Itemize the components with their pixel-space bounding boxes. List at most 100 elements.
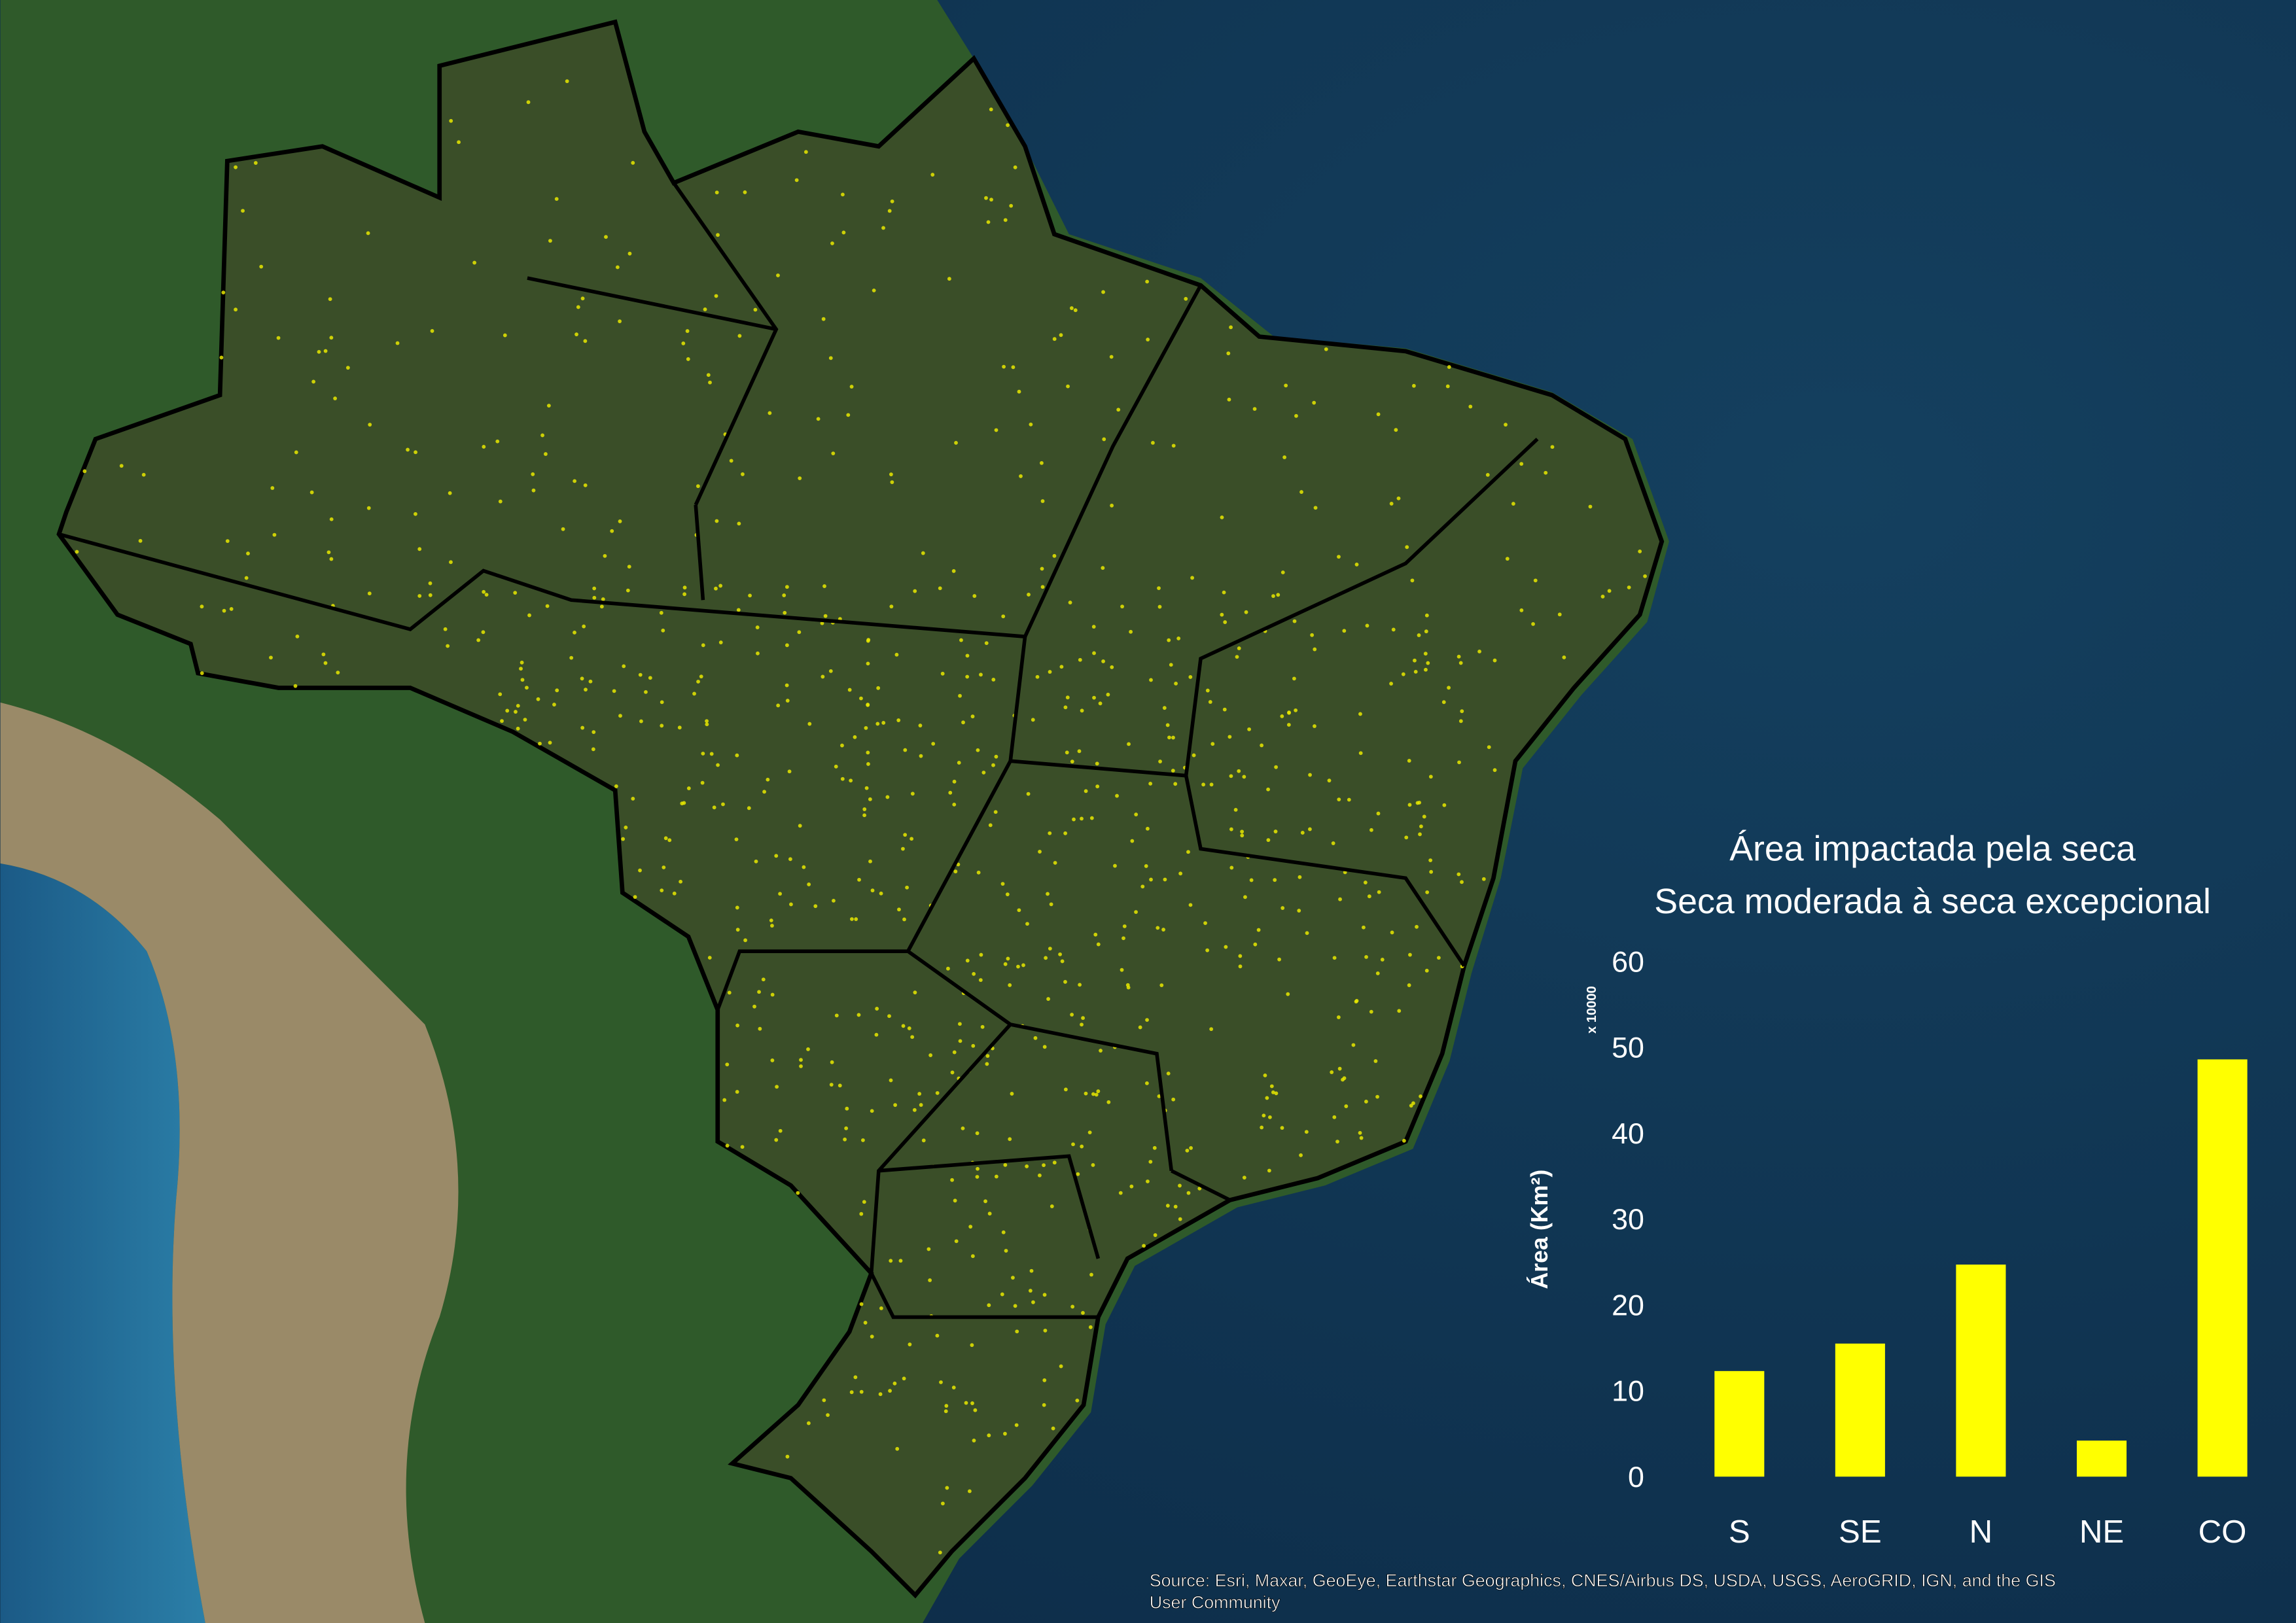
drought-point [785, 683, 789, 688]
drought-point [832, 898, 836, 903]
drought-point [846, 413, 851, 417]
drought-point [834, 764, 838, 769]
drought-point [1048, 947, 1052, 951]
drought-point [1237, 646, 1241, 650]
drought-point [807, 722, 812, 726]
andes [0, 702, 459, 1623]
drought-point [1519, 608, 1524, 612]
drought-point [849, 917, 854, 921]
drought-point [972, 1439, 976, 1442]
drought-point [1192, 753, 1196, 758]
drought-point [1042, 1163, 1046, 1168]
drought-point [1174, 681, 1178, 686]
drought-point [583, 483, 588, 487]
drought-point [861, 1138, 865, 1142]
drought-point [253, 161, 258, 165]
drought-point [866, 762, 870, 766]
drought-point [1158, 759, 1162, 763]
drought-point [1550, 445, 1555, 449]
drought-point [1220, 612, 1224, 617]
drought-point [1276, 593, 1280, 597]
drought-point [735, 753, 739, 758]
drought-point [714, 294, 718, 298]
drought-point [573, 631, 576, 635]
drought-point [939, 1380, 943, 1384]
drought-point [1176, 637, 1181, 640]
drought-point [754, 859, 758, 864]
drought-point [1184, 296, 1188, 301]
drought-point [758, 1026, 762, 1031]
drought-point [1008, 983, 1012, 987]
drought-point [1312, 400, 1316, 405]
drought-point [716, 763, 720, 767]
drought-point [1504, 423, 1508, 427]
drought-point [921, 551, 925, 555]
drought-point [1390, 930, 1394, 935]
drought-point [1460, 880, 1464, 884]
drought-point [1095, 784, 1100, 789]
drought-point [321, 652, 326, 657]
drought-point [1424, 613, 1429, 618]
drought-point [940, 671, 945, 676]
drought-point [520, 660, 524, 665]
drought-point [1335, 1140, 1339, 1144]
drought-point [866, 703, 870, 707]
drought-point [1337, 555, 1341, 559]
drought-point [1157, 586, 1161, 591]
y-tick-label: 30 [1612, 1203, 1644, 1236]
drought-point [1460, 709, 1464, 714]
drought-point [1533, 578, 1538, 583]
drought-point [741, 472, 745, 476]
y-tick-label: 60 [1612, 945, 1644, 978]
drought-point [1078, 983, 1082, 987]
drought-point [783, 610, 787, 615]
drought-point [603, 553, 607, 558]
drought-point [1367, 894, 1371, 899]
drought-point [1052, 1161, 1057, 1165]
drought-point [1519, 462, 1524, 466]
drought-point [755, 625, 760, 630]
drought-point [1011, 1276, 1015, 1280]
drought-point [1102, 437, 1106, 442]
drought-point [979, 952, 983, 957]
drought-point [1205, 688, 1210, 693]
drought-point [1418, 832, 1422, 837]
drought-point [1072, 817, 1076, 822]
drought-point [1404, 835, 1409, 840]
drought-point [1152, 1145, 1157, 1150]
drought-point [1273, 878, 1277, 882]
drought-point [244, 576, 249, 580]
drought-point [1089, 1272, 1093, 1277]
drought-point [1242, 1176, 1246, 1180]
drought-point [889, 472, 893, 477]
drought-point [682, 585, 687, 590]
drought-point [1042, 1293, 1047, 1297]
y-tick-label: 50 [1612, 1032, 1644, 1064]
drought-point [890, 480, 894, 485]
drought-point [1088, 1325, 1093, 1329]
drought-point [1265, 1096, 1269, 1100]
drought-point [735, 1090, 739, 1094]
drought-point [1244, 610, 1248, 614]
drought-point [1069, 306, 1074, 310]
drought-point [1324, 347, 1328, 351]
drought-point [1359, 1136, 1364, 1140]
drought-point [368, 423, 372, 427]
chart-title: Área impactada pela seca [1729, 829, 2136, 868]
drought-point [686, 786, 691, 790]
drought-point [1178, 871, 1183, 876]
drought-point [897, 907, 901, 912]
drought-point [859, 1389, 864, 1394]
drought-point [785, 585, 789, 589]
drought-point [1643, 574, 1647, 578]
drought-point [221, 290, 226, 295]
bar [2076, 1440, 2127, 1477]
drought-point [887, 209, 892, 213]
drought-point [802, 865, 806, 869]
drought-point [699, 674, 703, 679]
drought-point [1354, 563, 1359, 567]
drought-point [1106, 1100, 1111, 1104]
drought-point [1063, 980, 1067, 984]
drought-point [661, 628, 665, 633]
